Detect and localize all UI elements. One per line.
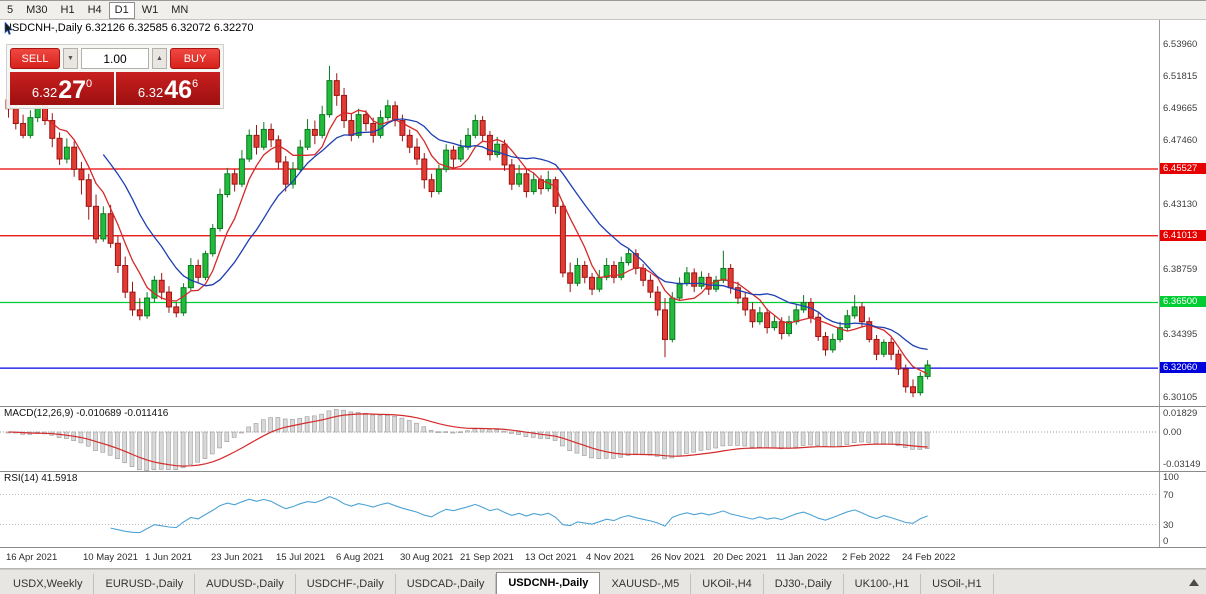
- date-tick-label: 2 Feb 2022: [842, 552, 890, 563]
- price-level-label: 6.41013: [1160, 230, 1206, 241]
- sell-price-base: 6.32: [32, 85, 57, 100]
- tab-scroll-arrow-icon[interactable]: [1189, 579, 1199, 586]
- date-tick-label: 24 Feb 2022: [902, 552, 955, 563]
- sell-button[interactable]: SELL: [10, 48, 60, 69]
- macd-axis: 0.01829 0.00 -0.03149: [1159, 407, 1206, 471]
- volume-input[interactable]: [81, 48, 149, 69]
- rsi-axis: 100 70 30 0: [1159, 472, 1206, 547]
- price-level-label: 6.32060: [1160, 362, 1206, 373]
- date-tick-label: 4 Nov 2021: [586, 552, 635, 563]
- rsi-chart-canvas[interactable]: [0, 472, 1158, 547]
- price-level-label: 6.36500: [1160, 296, 1206, 307]
- price-axis-label: 6.38759: [1163, 264, 1197, 275]
- chart-tab-uk100-h1[interactable]: UK100-,H1: [844, 574, 921, 594]
- chart-tab-dj30-daily[interactable]: DJ30-,Daily: [764, 574, 844, 594]
- rsi-axis-label: 0: [1163, 536, 1168, 547]
- timeframe-toolbar: 5M30H1H4D1W1MN: [0, 1, 1206, 20]
- price-axis-label: 6.53960: [1163, 39, 1197, 50]
- price-axis: 6.53960 6.51815 6.49665 6.47460 6.43130 6.387…: [1159, 20, 1206, 406]
- volume-decrease-button[interactable]: ▼: [63, 48, 78, 69]
- mouse-cursor-icon: [4, 22, 13, 35]
- buy-price-display[interactable]: 6.32 46 6: [116, 72, 220, 105]
- macd-axis-label: 0.00: [1163, 427, 1182, 438]
- timeframe-button-m30[interactable]: M30: [20, 2, 53, 19]
- timeframe-button-w1[interactable]: W1: [136, 2, 165, 19]
- rsi-axis-label: 100: [1163, 472, 1179, 483]
- date-tick-label: 6 Aug 2021: [336, 552, 384, 563]
- date-tick-label: 21 Sep 2021: [460, 552, 514, 563]
- date-tick-label: 20 Dec 2021: [713, 552, 767, 563]
- date-tick-label: 1 Jun 2021: [145, 552, 192, 563]
- chart-legend: USDCNH-,Daily 6.32126 6.32585 6.32072 6.…: [4, 22, 254, 34]
- rsi-indicator-panel: 100 70 30 0 RSI(14) 41.5918: [0, 472, 1206, 548]
- rsi-axis-label: 30: [1163, 520, 1174, 531]
- price-axis-label: 6.34395: [1163, 329, 1197, 340]
- date-axis: 16 Apr 2021 10 May 2021 1 Jun 2021 23 Jun 2…: [0, 548, 1206, 569]
- date-tick-label: 13 Oct 2021: [525, 552, 577, 563]
- timeframe-button-5[interactable]: 5: [1, 2, 19, 19]
- price-axis-label: 6.30105: [1163, 392, 1197, 403]
- sell-price-display[interactable]: 6.32 27 0: [10, 72, 114, 105]
- chart-tab-usoil-h1[interactable]: USOil-,H1: [921, 574, 994, 594]
- price-axis-label: 6.47460: [1163, 135, 1197, 146]
- macd-axis-label: 0.01829: [1163, 408, 1197, 419]
- chart-tab-usdchf-daily[interactable]: USDCHF-,Daily: [296, 574, 396, 594]
- macd-indicator-panel: 0.01829 0.00 -0.03149 MACD(12,26,9) -0.010…: [0, 407, 1206, 472]
- date-tick-label: 15 Jul 2021: [276, 552, 325, 563]
- chart-tab-audusd-daily[interactable]: AUDUSD-,Daily: [195, 574, 296, 594]
- price-axis-label: 6.49665: [1163, 103, 1197, 114]
- chart-tab-xauusd-m5[interactable]: XAUUSD-,M5: [600, 574, 691, 594]
- rsi-label: RSI(14) 41.5918: [4, 473, 77, 484]
- chart-tab-usdcnh-daily[interactable]: USDCNH-,Daily: [496, 572, 600, 594]
- macd-label: MACD(12,26,9) -0.010689 -0.011416: [4, 408, 168, 419]
- date-tick-label: 11 Jan 2022: [776, 552, 828, 563]
- buy-price-point: 6: [192, 79, 198, 90]
- chart-symbol-quote: USDCNH-,Daily 6.32126 6.32585 6.32072 6.…: [4, 22, 254, 34]
- buy-price-pips: 46: [164, 78, 192, 103]
- macd-chart-canvas[interactable]: [0, 407, 1158, 471]
- macd-axis-label: -0.03149: [1163, 459, 1201, 470]
- buy-price-base: 6.32: [138, 85, 163, 100]
- one-click-trading-panel: SELL ▼ ▲ BUY 6.32 27 0 6.32 46 6: [6, 44, 224, 109]
- price-level-label: 6.45527: [1160, 163, 1206, 174]
- trading-terminal-window: 5M30H1H4D1W1MN 6.53960 6.51815 6.49665 6.47…: [0, 0, 1206, 594]
- price-axis-label: 6.51815: [1163, 71, 1197, 82]
- price-axis-label: 6.43130: [1163, 199, 1197, 210]
- chart-tabbar: USDX,WeeklyEURUSD-,DailyAUDUSD-,DailyUSD…: [0, 569, 1206, 594]
- timeframe-button-mn[interactable]: MN: [165, 2, 194, 19]
- timeframe-button-h4[interactable]: H4: [82, 2, 108, 19]
- volume-increase-button[interactable]: ▲: [152, 48, 167, 69]
- chart-tab-usdcad-daily[interactable]: USDCAD-,Daily: [396, 574, 497, 594]
- sell-price-point: 0: [86, 79, 92, 90]
- buy-button[interactable]: BUY: [170, 48, 220, 69]
- chevron-down-icon: ▼: [67, 55, 74, 62]
- date-tick-label: 30 Aug 2021: [400, 552, 453, 563]
- date-tick-label: 10 May 2021: [83, 552, 138, 563]
- sell-price-pips: 27: [58, 78, 86, 103]
- date-tick-label: 26 Nov 2021: [651, 552, 705, 563]
- chart-tab-eurusd-daily[interactable]: EURUSD-,Daily: [94, 574, 195, 594]
- chart-tab-usdx-weekly[interactable]: USDX,Weekly: [2, 574, 94, 594]
- timeframe-button-d1[interactable]: D1: [109, 2, 135, 19]
- timeframe-button-h1[interactable]: H1: [55, 2, 81, 19]
- date-tick-label: 23 Jun 2021: [211, 552, 263, 563]
- rsi-axis-label: 70: [1163, 490, 1174, 501]
- chevron-up-icon: ▲: [156, 55, 163, 62]
- chart-tab-ukoil-h4[interactable]: UKOil-,H4: [691, 574, 764, 594]
- date-tick-label: 16 Apr 2021: [6, 552, 57, 563]
- price-chart-panel: 6.53960 6.51815 6.49665 6.47460 6.43130 6.387…: [0, 20, 1206, 407]
